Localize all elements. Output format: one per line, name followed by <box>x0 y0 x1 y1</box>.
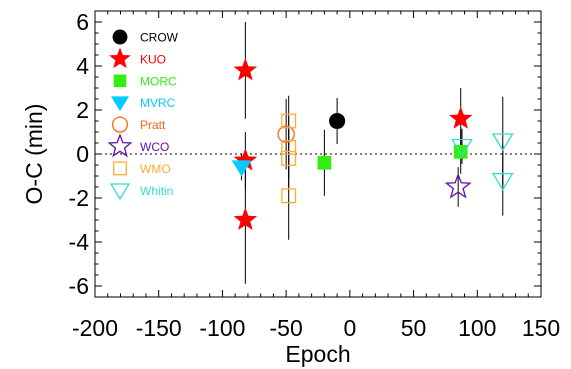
kuo-point <box>448 106 473 129</box>
kuo-point <box>233 58 258 81</box>
morc-point <box>453 144 468 159</box>
x-axis-title: Epoch <box>285 341 350 367</box>
whitin-point <box>451 138 473 157</box>
marker-layer <box>231 58 514 230</box>
x-tick-label: -150 <box>136 315 182 341</box>
legend-label-kuo: KUO <box>140 52 166 66</box>
legend-label-wco: WCO <box>140 140 169 154</box>
morc-point <box>317 155 332 170</box>
x-tick-label: -200 <box>72 315 118 341</box>
legend-label-whitin: Whitin <box>140 184 173 198</box>
y-tick-label: 4 <box>76 53 89 79</box>
crow-point <box>329 112 346 130</box>
mvrc-point <box>231 160 252 177</box>
legend-marker-pratt <box>111 116 129 133</box>
legend-label-mvrc: MVRC <box>140 96 176 110</box>
wco-point <box>444 172 472 199</box>
x-tick-label: 50 <box>401 315 427 341</box>
legend-label-crow: CROW <box>140 31 179 45</box>
whitin-point <box>491 172 514 191</box>
y-tick-label: -2 <box>69 185 89 211</box>
y-tick-label: -4 <box>69 229 90 255</box>
x-tick-label: 0 <box>343 315 356 341</box>
legend-marker-morc <box>113 74 127 88</box>
legend-marker-mvrc <box>111 96 129 112</box>
tick-layer: -200 -150 -100 -50 0 50 100 150 -6 -4 -2 0 2 4 6 <box>69 9 561 341</box>
legend-label-pratt: Pratt <box>140 118 166 132</box>
legend-marker-kuo <box>109 47 131 69</box>
legend-marker-wco <box>107 133 133 158</box>
y-tick-label: 2 <box>76 97 89 123</box>
legend-marker-crow <box>112 29 128 45</box>
legend-label-morc: MORC <box>140 74 177 88</box>
x-tick-label: 150 <box>522 315 560 341</box>
legend: CROW KUO MORC MVRC Pratt WCO WMO Whitin <box>107 29 179 201</box>
x-tick-label: -100 <box>199 315 245 341</box>
whitin-point <box>491 133 514 152</box>
kuo-point <box>233 148 258 171</box>
y-axis-title: O-C (min) <box>21 104 47 205</box>
wmo-point <box>281 188 297 204</box>
pratt-point <box>277 125 295 143</box>
y-tick-label: 6 <box>76 9 89 35</box>
x-tick-label: -50 <box>270 315 303 341</box>
legend-marker-whitin <box>109 183 131 201</box>
wmo-point <box>281 139 297 155</box>
kuo-point <box>233 207 258 230</box>
legend-marker-wmo <box>113 161 127 176</box>
wmo-point <box>281 113 297 129</box>
y-tick-label: 0 <box>76 141 89 167</box>
y-tick-label: -6 <box>69 273 89 299</box>
legend-label-wmo: WMO <box>140 162 171 176</box>
x-tick-label: 100 <box>458 315 496 341</box>
wmo-point <box>281 150 297 166</box>
